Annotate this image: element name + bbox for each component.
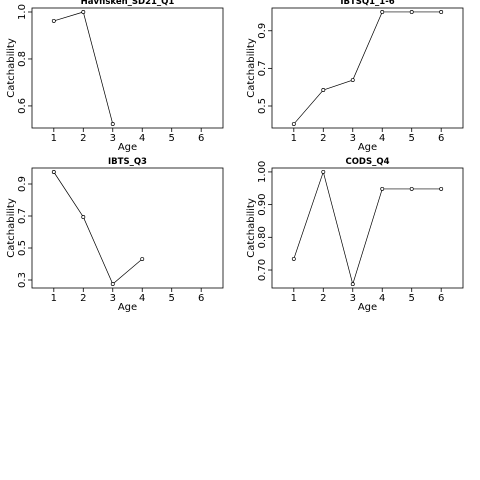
y-tick-label: 0.9 (257, 23, 268, 39)
x-tick-label: 6 (198, 133, 204, 144)
y-tick-label: 1.0 (17, 4, 28, 20)
x-tick-label: 1 (291, 293, 297, 304)
point (81, 10, 86, 14)
x-tick-label: 3 (350, 293, 356, 304)
point (439, 9, 444, 14)
point (380, 9, 385, 14)
y-tick-label: 0.90 (257, 193, 268, 215)
plot-frame (271, 167, 464, 289)
point (321, 88, 326, 92)
x-tick-label: 2 (320, 293, 326, 304)
y-axis-label: Catchability (246, 38, 257, 98)
point (350, 78, 355, 82)
y-axis-label: Catchability (246, 198, 257, 258)
series-line (53, 171, 143, 285)
point (110, 282, 115, 286)
y-tick-label: 0.3 (17, 272, 28, 288)
y-tick-label: 0.5 (17, 240, 28, 256)
point (380, 186, 385, 191)
x-tick-label: 5 (169, 133, 175, 144)
x-tick-label: 5 (409, 293, 415, 304)
point (81, 215, 86, 219)
y-tick-label: 0.8 (17, 51, 28, 67)
point (350, 282, 355, 287)
series-line (53, 11, 114, 125)
x-axis-label: Age (118, 302, 137, 313)
x-tick-label: 2 (80, 293, 86, 304)
y-axis-label: Catchability (6, 198, 17, 258)
chart-title: Havfisken_SD21_Q1 (81, 0, 175, 7)
point (409, 186, 414, 191)
x-tick-label: 1 (51, 133, 57, 144)
point (409, 9, 414, 14)
x-tick-label: 5 (409, 133, 415, 144)
x-axis-label: Age (358, 302, 377, 313)
x-tick-label: 3 (110, 293, 116, 304)
x-tick-label: 1 (51, 293, 57, 304)
plot-frame (31, 7, 224, 129)
x-tick-label: 4 (379, 133, 385, 144)
x-tick-label: 6 (198, 293, 204, 304)
y-tick-label: 0.9 (17, 176, 28, 192)
point (51, 18, 56, 23)
y-tick-label: 0.5 (257, 98, 268, 114)
x-axis-label: Age (118, 142, 137, 153)
x-tick-label: 2 (80, 133, 86, 144)
x-tick-label: 2 (320, 133, 326, 144)
x-tick-label: 4 (379, 293, 385, 304)
x-tick-label: 4 (139, 133, 145, 144)
chart-title: CODS_Q4 (345, 157, 389, 167)
y-tick-label: 1.00 (257, 161, 268, 183)
x-tick-label: 3 (110, 133, 116, 144)
point (291, 256, 296, 261)
point (110, 122, 115, 126)
point (291, 122, 296, 127)
series-line (293, 170, 442, 286)
point (140, 257, 145, 261)
plot-frame (271, 7, 464, 129)
x-tick-label: 1 (291, 133, 297, 144)
point (51, 170, 56, 174)
plot-frame (31, 167, 224, 289)
y-tick-label: 0.7 (257, 60, 268, 76)
chart-title: IBTS_Q3 (108, 157, 147, 167)
chart-title: IBTSQ1_1-6 (340, 0, 394, 7)
point (321, 169, 326, 174)
y-tick-label: 0.7 (17, 208, 28, 224)
y-axis-label: Catchability (6, 38, 17, 98)
x-tick-label: 5 (169, 293, 175, 304)
y-tick-label: 0.6 (17, 98, 28, 114)
point (439, 186, 444, 191)
x-tick-label: 6 (438, 133, 444, 144)
x-tick-label: 4 (139, 293, 145, 304)
y-tick-label: 0.70 (257, 259, 268, 281)
y-tick-label: 0.80 (257, 226, 268, 248)
series-line (293, 11, 442, 125)
x-tick-label: 6 (438, 293, 444, 304)
x-axis-label: Age (358, 142, 377, 153)
x-tick-label: 3 (350, 133, 356, 144)
